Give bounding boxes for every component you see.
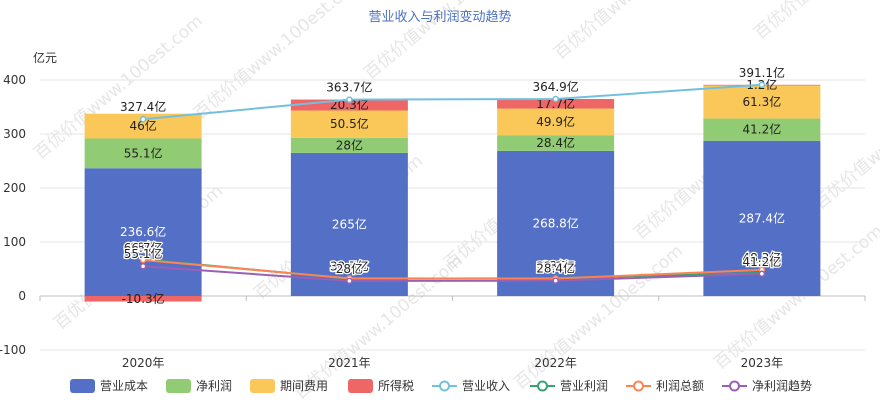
line-data-label: 32.7亿	[330, 258, 369, 273]
line-data-label: 48.3亿	[743, 250, 782, 265]
bar-data-label: 61.3亿	[743, 94, 782, 109]
y-axis-ticks: -100 0 100 200 300 400	[0, 73, 26, 357]
y-tick-label: 300	[3, 127, 26, 141]
legend-marker	[729, 380, 740, 392]
bar-data-label: 28亿	[336, 137, 363, 152]
bar-data-label: -10.3亿	[122, 291, 165, 306]
line-data-label: 28亿	[336, 261, 363, 276]
line-data-label: 364.9亿	[532, 79, 578, 94]
line-point	[346, 96, 353, 103]
legend-label: 净利润	[196, 379, 232, 393]
bar-segment	[290, 137, 408, 153]
x-tick-label: 2023年	[741, 356, 784, 370]
bar-data-label: 49.9亿	[536, 114, 575, 129]
line-point	[346, 277, 353, 285]
line-series: 327.4亿 363.7亿 364.9亿 391.1亿 68亿 31.9亿 33亿 42.6亿…	[120, 65, 785, 285]
bar-segment	[290, 152, 408, 296]
bar-segment	[290, 99, 408, 111]
legend-label: 所得税	[378, 378, 414, 393]
legend-marker	[537, 380, 548, 392]
legend-swatch	[166, 379, 191, 393]
legend-marker	[439, 380, 450, 392]
bar-data-label: 265亿	[332, 216, 367, 231]
bar-segment	[290, 110, 408, 138]
bar-data-label: 28.4亿	[536, 135, 575, 150]
bar-data-label: 41.2亿	[743, 122, 782, 137]
legend-label: 期间费用	[280, 379, 328, 393]
bar-segment	[703, 118, 821, 141]
bar-segment	[497, 135, 615, 151]
bar-data-label: 236.6亿	[120, 224, 166, 239]
line-data-label: 363.7亿	[326, 80, 372, 95]
chart-title: 营业收入与利润变动趋势	[368, 9, 511, 25]
line-point	[758, 81, 766, 89]
line-data-label: 391.1亿	[739, 65, 785, 80]
x-tick-label: 2020年	[122, 356, 165, 370]
line-data-label: 31.9亿	[330, 259, 369, 274]
x-axis-ticks: 2020年 2021年 2022年 2023年	[39, 296, 866, 370]
line-data-label: 28.4亿	[536, 261, 575, 276]
watermark-text: 百优价值www.100est.com	[750, 0, 880, 44]
bar-data-label: 46亿	[129, 118, 156, 133]
bar-segment	[84, 168, 202, 296]
legend-swatch	[348, 379, 373, 393]
line-point	[758, 270, 766, 278]
watermark-text: 百优价值www.100est.com	[810, 61, 880, 214]
line-data-label: 68亿	[129, 239, 156, 254]
legend-label: 净利润趋势	[752, 379, 812, 393]
y-tick-label: 100	[3, 235, 26, 249]
legend-label: 营业收入	[462, 379, 510, 393]
line-data-label: 55.1亿	[124, 246, 163, 261]
bar-segment	[497, 99, 615, 109]
y-tick-label: 0	[18, 289, 26, 303]
line-data-label: 32.3亿	[536, 259, 575, 274]
bar-segment	[84, 138, 202, 169]
line-point	[139, 262, 147, 270]
line-data-label: 33亿	[542, 258, 569, 273]
watermark-text: 百优价值www.100est.com	[550, 0, 727, 64]
bar-segment	[703, 85, 821, 119]
bar-segment	[84, 296, 202, 302]
legend-label: 营业成本	[100, 379, 148, 393]
bar-data-label: 55.1亿	[124, 145, 163, 160]
legend-label: 利润总额	[656, 379, 704, 393]
bar-data-label: 50.5亿	[330, 116, 369, 131]
legend-marker	[633, 380, 644, 392]
bar-data-label: 287.4亿	[739, 210, 785, 225]
line-data-label: 42.6亿	[743, 253, 782, 268]
line-data-label: 41.2亿	[743, 254, 782, 269]
line-data-label: 66.7亿	[124, 240, 163, 255]
x-tick-label: 2021年	[328, 356, 371, 370]
legend-swatch	[70, 379, 95, 393]
series-line	[143, 265, 762, 282]
legend: 营业成本 净利润 期间费用 所得税 营业收入 营业利润 利润总额 净利润趋势	[70, 378, 812, 393]
bar-segment	[497, 108, 615, 136]
line-point	[552, 277, 559, 284]
line-point	[552, 95, 559, 103]
bar-segment	[497, 150, 615, 296]
line-point	[139, 115, 147, 123]
legend-label: 营业利润	[560, 379, 608, 393]
bar-data-label: 268.8亿	[532, 215, 578, 230]
y-tick-label: 400	[3, 73, 26, 87]
x-tick-label: 2022年	[534, 356, 577, 370]
line-point	[139, 256, 147, 264]
legend-swatch	[250, 379, 275, 393]
y-tick-label: 200	[3, 181, 26, 195]
series-line	[143, 258, 762, 280]
y-axis-unit: 亿元	[33, 50, 57, 65]
y-tick-label: -100	[0, 343, 26, 357]
line-data-label: 327.4亿	[120, 99, 166, 114]
series-line	[143, 83, 762, 121]
